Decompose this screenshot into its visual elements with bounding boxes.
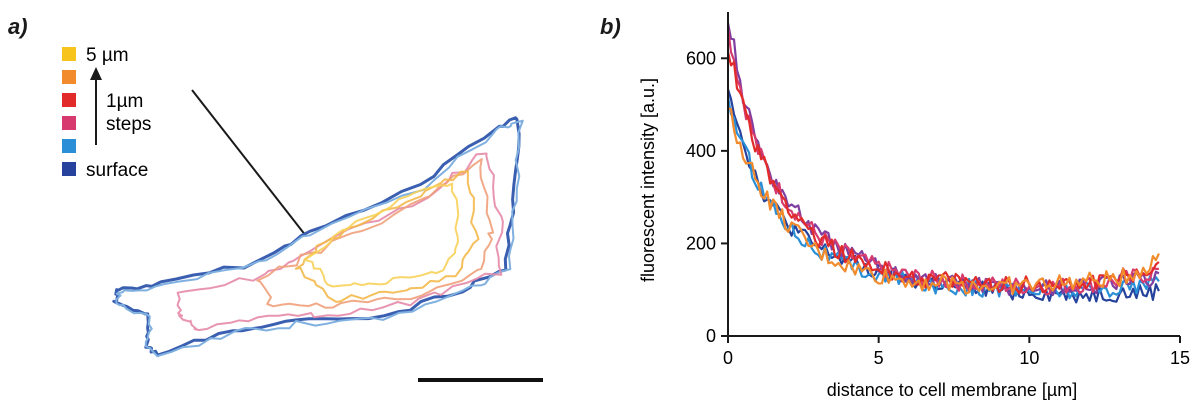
legend-swatch (62, 116, 76, 130)
y-tick-label: 0 (706, 326, 716, 346)
panel-a-label: a) (8, 14, 28, 39)
cell-contour (115, 119, 524, 358)
legend-label: 1µm (106, 91, 143, 112)
y-tick-label: 200 (686, 233, 716, 253)
x-tick-label: 0 (723, 348, 733, 368)
legend-swatch (62, 93, 76, 107)
y-axis-title: fluorescent intensity [a.u.] (638, 78, 658, 282)
legend-swatch (62, 47, 76, 61)
series-line (726, 22, 1160, 297)
pointer-line (191, 89, 307, 237)
y-tick-label: 400 (686, 141, 716, 161)
y-tick-label: 600 (686, 48, 716, 68)
x-tick-label: 5 (874, 348, 884, 368)
x-tick-label: 15 (1170, 348, 1190, 368)
legend-label: surface (86, 160, 148, 181)
panel-b-label: b) (600, 14, 621, 39)
series-line (726, 28, 1159, 296)
legend-swatch (62, 162, 76, 176)
cell-contour (303, 182, 460, 288)
x-axis-title: distance to cell membrane [µm] (827, 380, 1077, 400)
x-tick-label: 10 (1019, 348, 1039, 368)
series-line (726, 88, 1160, 304)
series-line (726, 51, 1160, 295)
chart-series (726, 22, 1160, 304)
cell-contour (256, 158, 495, 309)
chart-ticks: 0 5 10 15 0 200 400 600 (686, 48, 1190, 368)
legend-label: steps (106, 114, 151, 135)
cell-contours (112, 116, 524, 358)
cell-contour (294, 170, 480, 303)
series-line (726, 96, 1160, 300)
legend-swatch (62, 139, 76, 153)
legend-label: 5 µm (86, 45, 129, 66)
series-line (727, 106, 1160, 295)
legend-swatch (62, 70, 76, 84)
depth-arrow-head (90, 67, 102, 80)
